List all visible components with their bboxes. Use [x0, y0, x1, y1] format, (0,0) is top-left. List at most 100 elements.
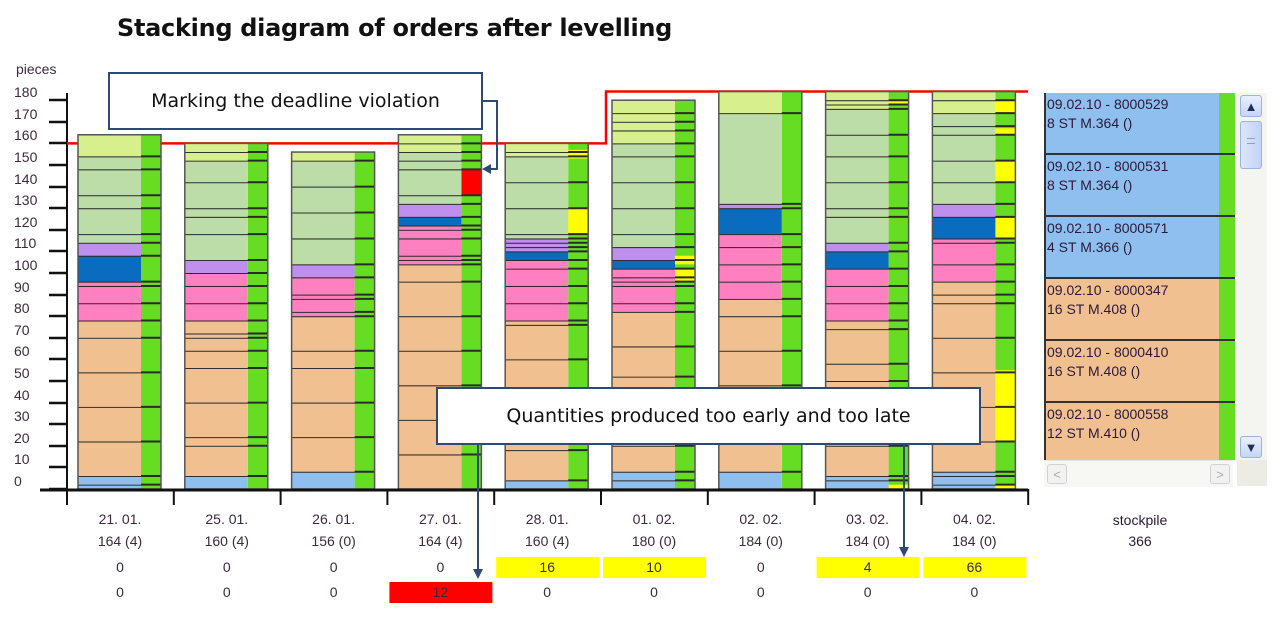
order-segment[interactable]	[184, 234, 248, 261]
order-segment[interactable]	[291, 437, 355, 472]
order-segment[interactable]	[184, 160, 248, 183]
order-segment[interactable]	[505, 238, 569, 243]
order-segment[interactable]	[932, 484, 996, 489]
order-segment[interactable]	[932, 182, 996, 204]
order-segment[interactable]	[398, 134, 462, 144]
stockpile-item[interactable]: 09.02.10 - 8000529 8 ST M.364 ()	[1046, 93, 1235, 155]
order-segment[interactable]	[291, 368, 355, 403]
order-segment[interactable]	[505, 234, 569, 239]
order-segment[interactable]	[398, 195, 462, 204]
order-segment[interactable]	[718, 247, 782, 265]
order-segment[interactable]	[184, 337, 248, 351]
order-segment[interactable]	[825, 242, 889, 252]
order-segment[interactable]	[78, 406, 141, 442]
order-segment[interactable]	[184, 368, 248, 403]
order-segment[interactable]	[291, 298, 355, 312]
order-segment[interactable]	[825, 268, 889, 286]
order-segment[interactable]	[932, 476, 996, 485]
order-segment[interactable]	[612, 346, 675, 377]
order-segment[interactable]	[78, 320, 141, 338]
order-segment[interactable]	[932, 294, 996, 304]
order-segment[interactable]	[932, 471, 996, 477]
order-segment[interactable]	[398, 281, 462, 317]
order-segment[interactable]	[505, 285, 569, 304]
order-segment[interactable]	[291, 350, 355, 369]
order-segment[interactable]	[505, 208, 569, 235]
order-segment[interactable]	[184, 476, 248, 489]
order-segment[interactable]	[505, 480, 569, 489]
order-segment[interactable]	[78, 484, 141, 489]
order-segment[interactable]	[398, 169, 462, 196]
order-segment[interactable]	[398, 260, 462, 265]
order-segment[interactable]	[291, 277, 355, 295]
order-segment[interactable]	[291, 471, 355, 489]
stockpile-item[interactable]: 09.02.10 - 8000347 16 ST M.408 ()	[1046, 279, 1235, 341]
order-segment[interactable]	[825, 329, 889, 364]
order-segment[interactable]	[932, 160, 996, 183]
order-segment[interactable]	[718, 234, 782, 248]
order-segment[interactable]	[184, 320, 248, 334]
order-segment[interactable]	[184, 437, 248, 446]
order-segment[interactable]	[184, 350, 248, 369]
order-segment[interactable]	[718, 91, 782, 114]
order-segment[interactable]	[825, 251, 889, 269]
stockpile-item[interactable]: 09.02.10 - 8000558 12 ST M.410 ()	[1046, 403, 1235, 460]
order-segment[interactable]	[78, 337, 141, 373]
order-segment[interactable]	[505, 152, 569, 157]
order-segment[interactable]	[184, 273, 248, 286]
order-segment[interactable]	[825, 182, 889, 209]
order-segment[interactable]	[291, 186, 355, 213]
order-segment[interactable]	[505, 156, 569, 183]
order-segment[interactable]	[612, 277, 675, 282]
order-segment[interactable]	[932, 126, 996, 135]
order-segment[interactable]	[291, 294, 355, 299]
order-segment[interactable]	[932, 281, 996, 295]
order-segment[interactable]	[932, 303, 996, 338]
order-segment[interactable]	[184, 260, 248, 273]
order-segment[interactable]	[184, 152, 248, 161]
order-segment[interactable]	[718, 281, 782, 299]
order-segment[interactable]	[932, 203, 996, 217]
order-segment[interactable]	[78, 134, 141, 157]
order-segment[interactable]	[398, 203, 462, 217]
order-segment[interactable]	[612, 480, 675, 489]
order-segment[interactable]	[932, 238, 996, 243]
order-segment[interactable]	[505, 251, 569, 261]
order-segment[interactable]	[78, 285, 141, 304]
order-segment[interactable]	[612, 130, 675, 144]
order-segment[interactable]	[505, 320, 569, 325]
order-segment[interactable]	[932, 113, 996, 127]
order-segment[interactable]	[505, 182, 569, 209]
stockpile-item[interactable]: 09.02.10 - 8000410 16 ST M.408 ()	[1046, 341, 1235, 403]
order-segment[interactable]	[505, 324, 569, 360]
stockpile-item[interactable]: 09.02.10 - 8000571 4 ST M.366 ()	[1046, 217, 1235, 279]
bar-0[interactable]	[77, 134, 162, 490]
order-segment[interactable]	[78, 476, 141, 485]
order-segment[interactable]	[612, 143, 675, 157]
order-segment[interactable]	[184, 333, 248, 338]
order-segment[interactable]	[825, 208, 889, 217]
order-segment[interactable]	[825, 320, 889, 330]
order-segment[interactable]	[291, 152, 355, 161]
order-segment[interactable]	[612, 208, 675, 235]
order-segment[interactable]	[612, 113, 675, 122]
order-segment[interactable]	[612, 311, 675, 347]
order-segment[interactable]	[398, 229, 462, 239]
order-segment[interactable]	[505, 450, 569, 481]
order-segment[interactable]	[932, 337, 996, 373]
order-segment[interactable]	[932, 242, 996, 265]
order-segment[interactable]	[718, 208, 782, 235]
order-segment[interactable]	[184, 285, 248, 304]
order-segment[interactable]	[398, 255, 462, 261]
scroll-right-button[interactable]: >	[1210, 464, 1230, 484]
order-segment[interactable]	[718, 203, 782, 209]
order-segment[interactable]	[825, 476, 889, 481]
order-segment[interactable]	[825, 216, 889, 243]
horizontal-scrollbar[interactable]: < >	[1044, 460, 1233, 487]
order-segment[interactable]	[505, 242, 569, 248]
order-segment[interactable]	[612, 156, 675, 183]
bar-1[interactable]	[184, 142, 269, 490]
order-segment[interactable]	[398, 238, 462, 256]
order-segment[interactable]	[291, 160, 355, 187]
order-segment[interactable]	[612, 247, 675, 261]
